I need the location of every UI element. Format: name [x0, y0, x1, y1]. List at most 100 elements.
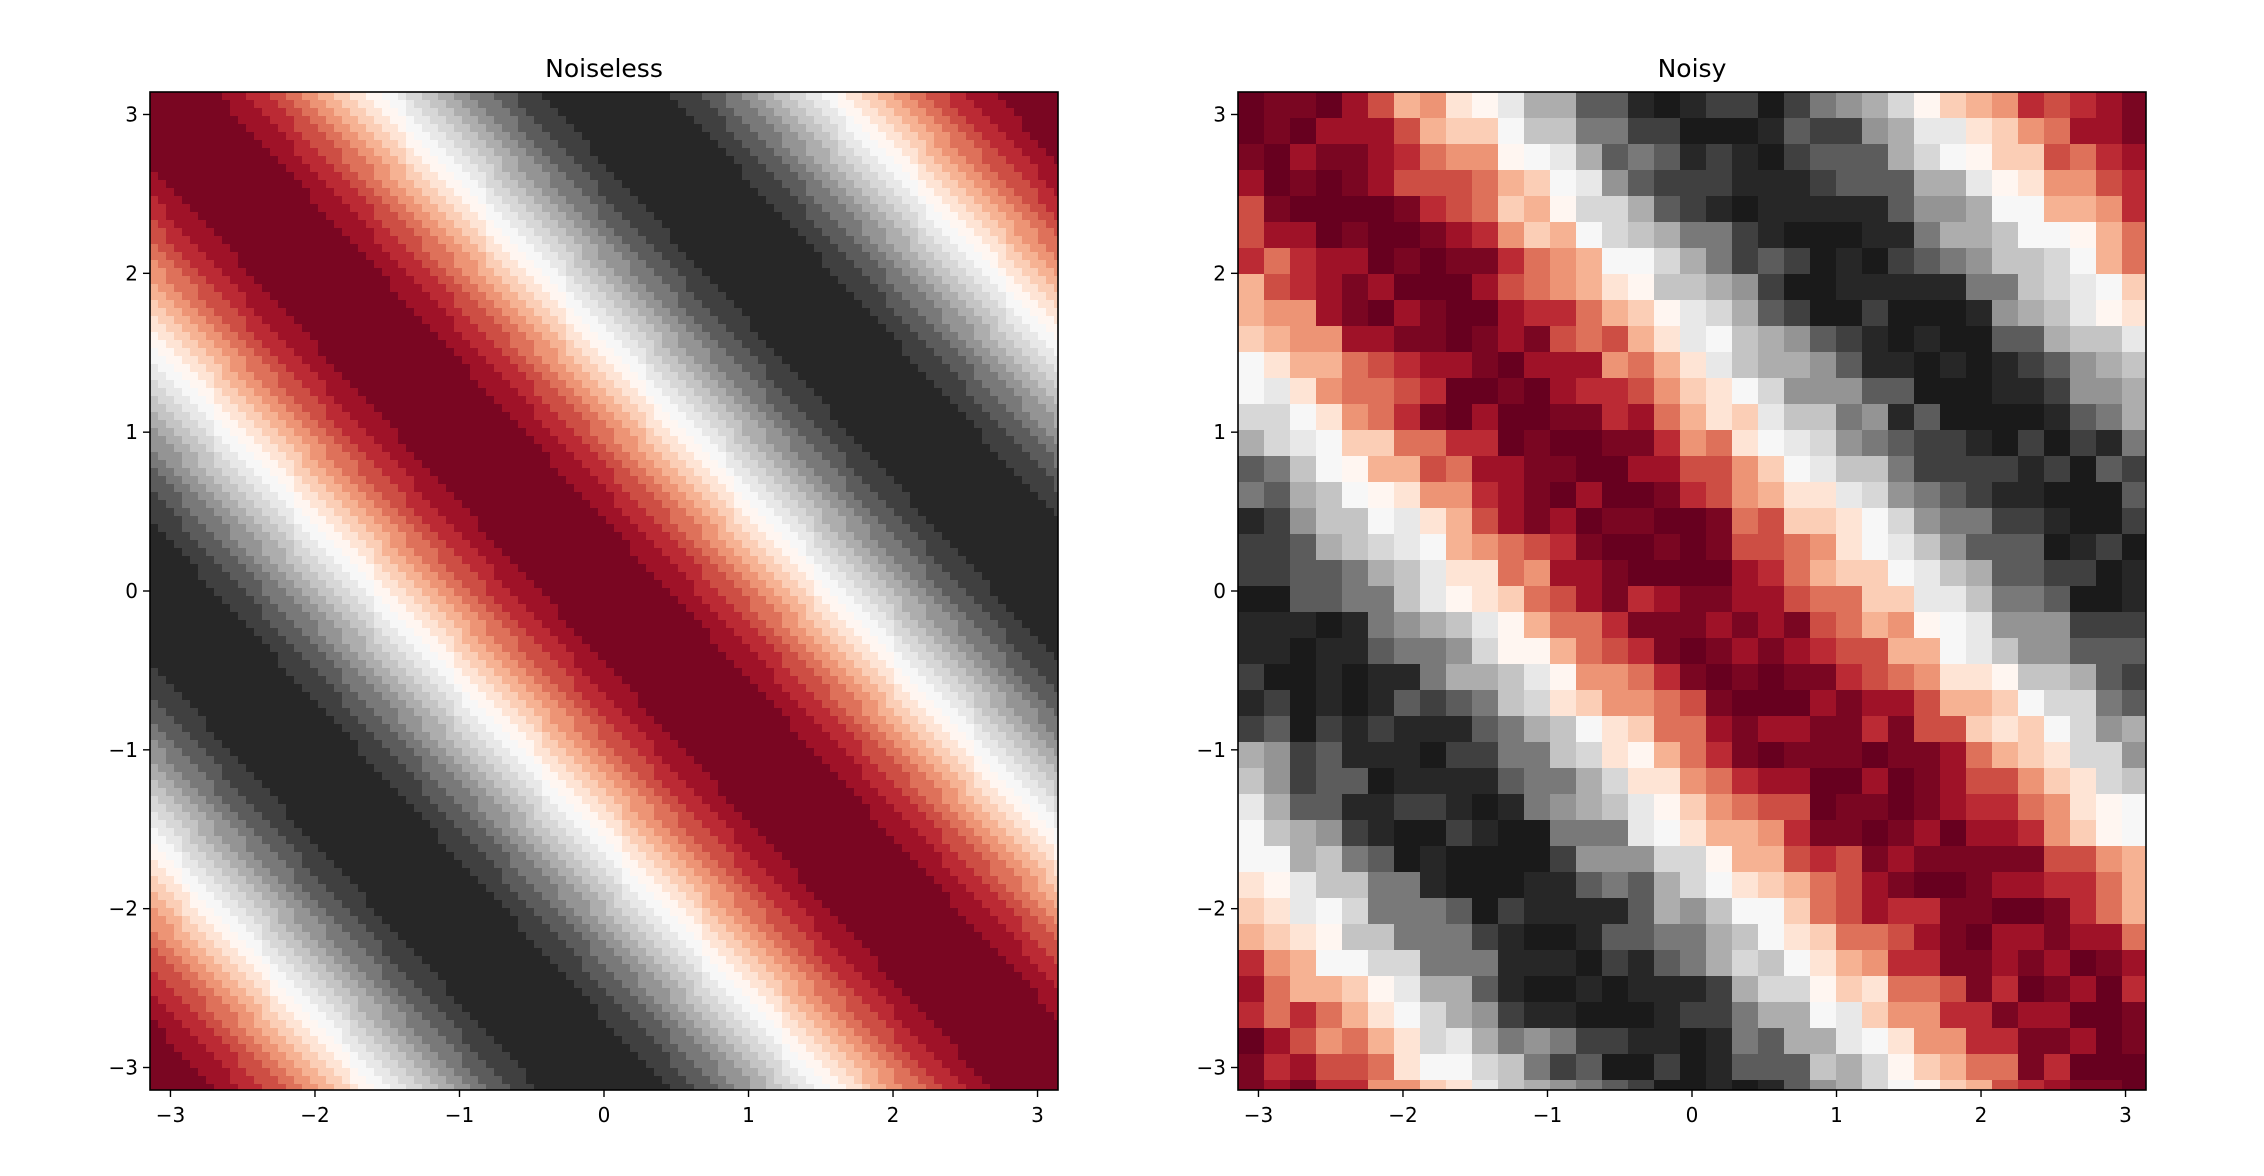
contour-cell — [574, 308, 583, 317]
contour-cell — [478, 420, 487, 429]
contour-cell — [206, 276, 215, 285]
contour-cell — [878, 316, 887, 325]
contour-cell — [422, 220, 431, 229]
contour-cell — [926, 236, 935, 245]
contour-cell — [766, 292, 775, 301]
contour-cell — [230, 244, 239, 253]
contour-cell — [270, 172, 279, 181]
contour-cell — [158, 316, 167, 325]
contour-cell — [1054, 412, 1058, 421]
contour-cell — [318, 332, 327, 341]
contour-cell — [950, 332, 959, 341]
contour-cell — [622, 292, 631, 301]
contour-cell — [246, 348, 255, 357]
contour-cell — [582, 116, 591, 125]
contour-cell — [958, 308, 967, 317]
contour-cell — [190, 372, 199, 381]
contour-cell — [1014, 236, 1023, 245]
contour-cell — [998, 348, 1007, 357]
contour-cell — [182, 308, 191, 317]
contour-cell — [846, 228, 855, 237]
contour-cell — [198, 284, 207, 293]
contour-cell — [886, 396, 895, 405]
contour-cell — [822, 132, 831, 141]
contour-cell — [630, 196, 639, 205]
contour-cell — [1038, 164, 1047, 173]
contour-cell — [502, 316, 511, 325]
contour-cell — [862, 108, 871, 117]
contour-cell — [838, 100, 847, 109]
contour-cell — [1038, 212, 1047, 221]
contour-cell — [446, 300, 455, 309]
contour-cell — [414, 356, 423, 365]
contour-cell — [822, 172, 831, 181]
contour-cell — [406, 388, 415, 397]
contour-cell — [326, 236, 335, 245]
contour-cell — [582, 356, 591, 365]
contour-cell — [798, 308, 807, 317]
contour-cell — [822, 332, 831, 341]
contour-cell — [374, 140, 383, 149]
contour-cell — [798, 268, 807, 277]
contour-cell — [518, 220, 527, 229]
contour-cell — [582, 420, 591, 429]
contour-cell — [758, 212, 767, 221]
contour-cell — [878, 396, 887, 405]
contour-cell — [654, 340, 663, 349]
contour-cell — [486, 380, 495, 389]
contour-cell — [478, 396, 487, 405]
contour-cell — [950, 404, 959, 413]
contour-cell — [502, 420, 511, 429]
contour-cell — [918, 292, 927, 301]
contour-cell — [926, 308, 935, 317]
contour-cell — [542, 116, 551, 125]
contour-cell — [998, 220, 1007, 229]
contour-cell — [1030, 220, 1039, 229]
contour-cell — [614, 228, 623, 237]
contour-cell — [350, 204, 359, 213]
contour-cell — [446, 164, 455, 173]
contour-cell — [390, 236, 399, 245]
contour-cell — [462, 276, 471, 285]
contour-cell — [590, 380, 599, 389]
contour-cell — [262, 204, 271, 213]
contour-cell — [158, 236, 167, 245]
contour-cell — [614, 212, 623, 221]
contour-cell — [654, 100, 663, 109]
contour-cell — [830, 364, 839, 373]
contour-cell — [350, 292, 359, 301]
contour-cell — [462, 260, 471, 269]
contour-cell — [1006, 300, 1015, 309]
contour-cell — [782, 124, 791, 133]
contour-cell — [158, 132, 167, 141]
contour-cell — [190, 172, 199, 181]
contour-cell — [350, 140, 359, 149]
contour-cell — [1022, 260, 1031, 269]
contour-cell — [182, 268, 191, 277]
contour-cell — [798, 252, 807, 261]
contour-cell — [766, 404, 775, 413]
contour-cell — [518, 188, 527, 197]
contour-cell — [638, 356, 647, 365]
contour-cell — [702, 292, 711, 301]
contour-cell — [454, 316, 463, 325]
contour-cell — [838, 428, 847, 437]
contour-cell — [606, 260, 615, 269]
contour-cell — [966, 140, 975, 149]
contour-cell — [270, 364, 279, 373]
contour-cell — [878, 364, 887, 373]
contour-cell — [822, 380, 831, 389]
contour-cell — [766, 356, 775, 365]
contour-cell — [526, 396, 535, 405]
contour-cell — [502, 244, 511, 253]
contour-cell — [942, 164, 951, 173]
contour-cell — [830, 140, 839, 149]
contour-cell — [742, 404, 751, 413]
contour-cell — [710, 244, 719, 253]
contour-cell — [494, 268, 503, 277]
contour-cell — [246, 292, 255, 301]
contour-cell — [670, 180, 679, 189]
contour-cell — [430, 132, 439, 141]
contour-cell — [1038, 396, 1047, 405]
contour-cell — [806, 108, 815, 117]
